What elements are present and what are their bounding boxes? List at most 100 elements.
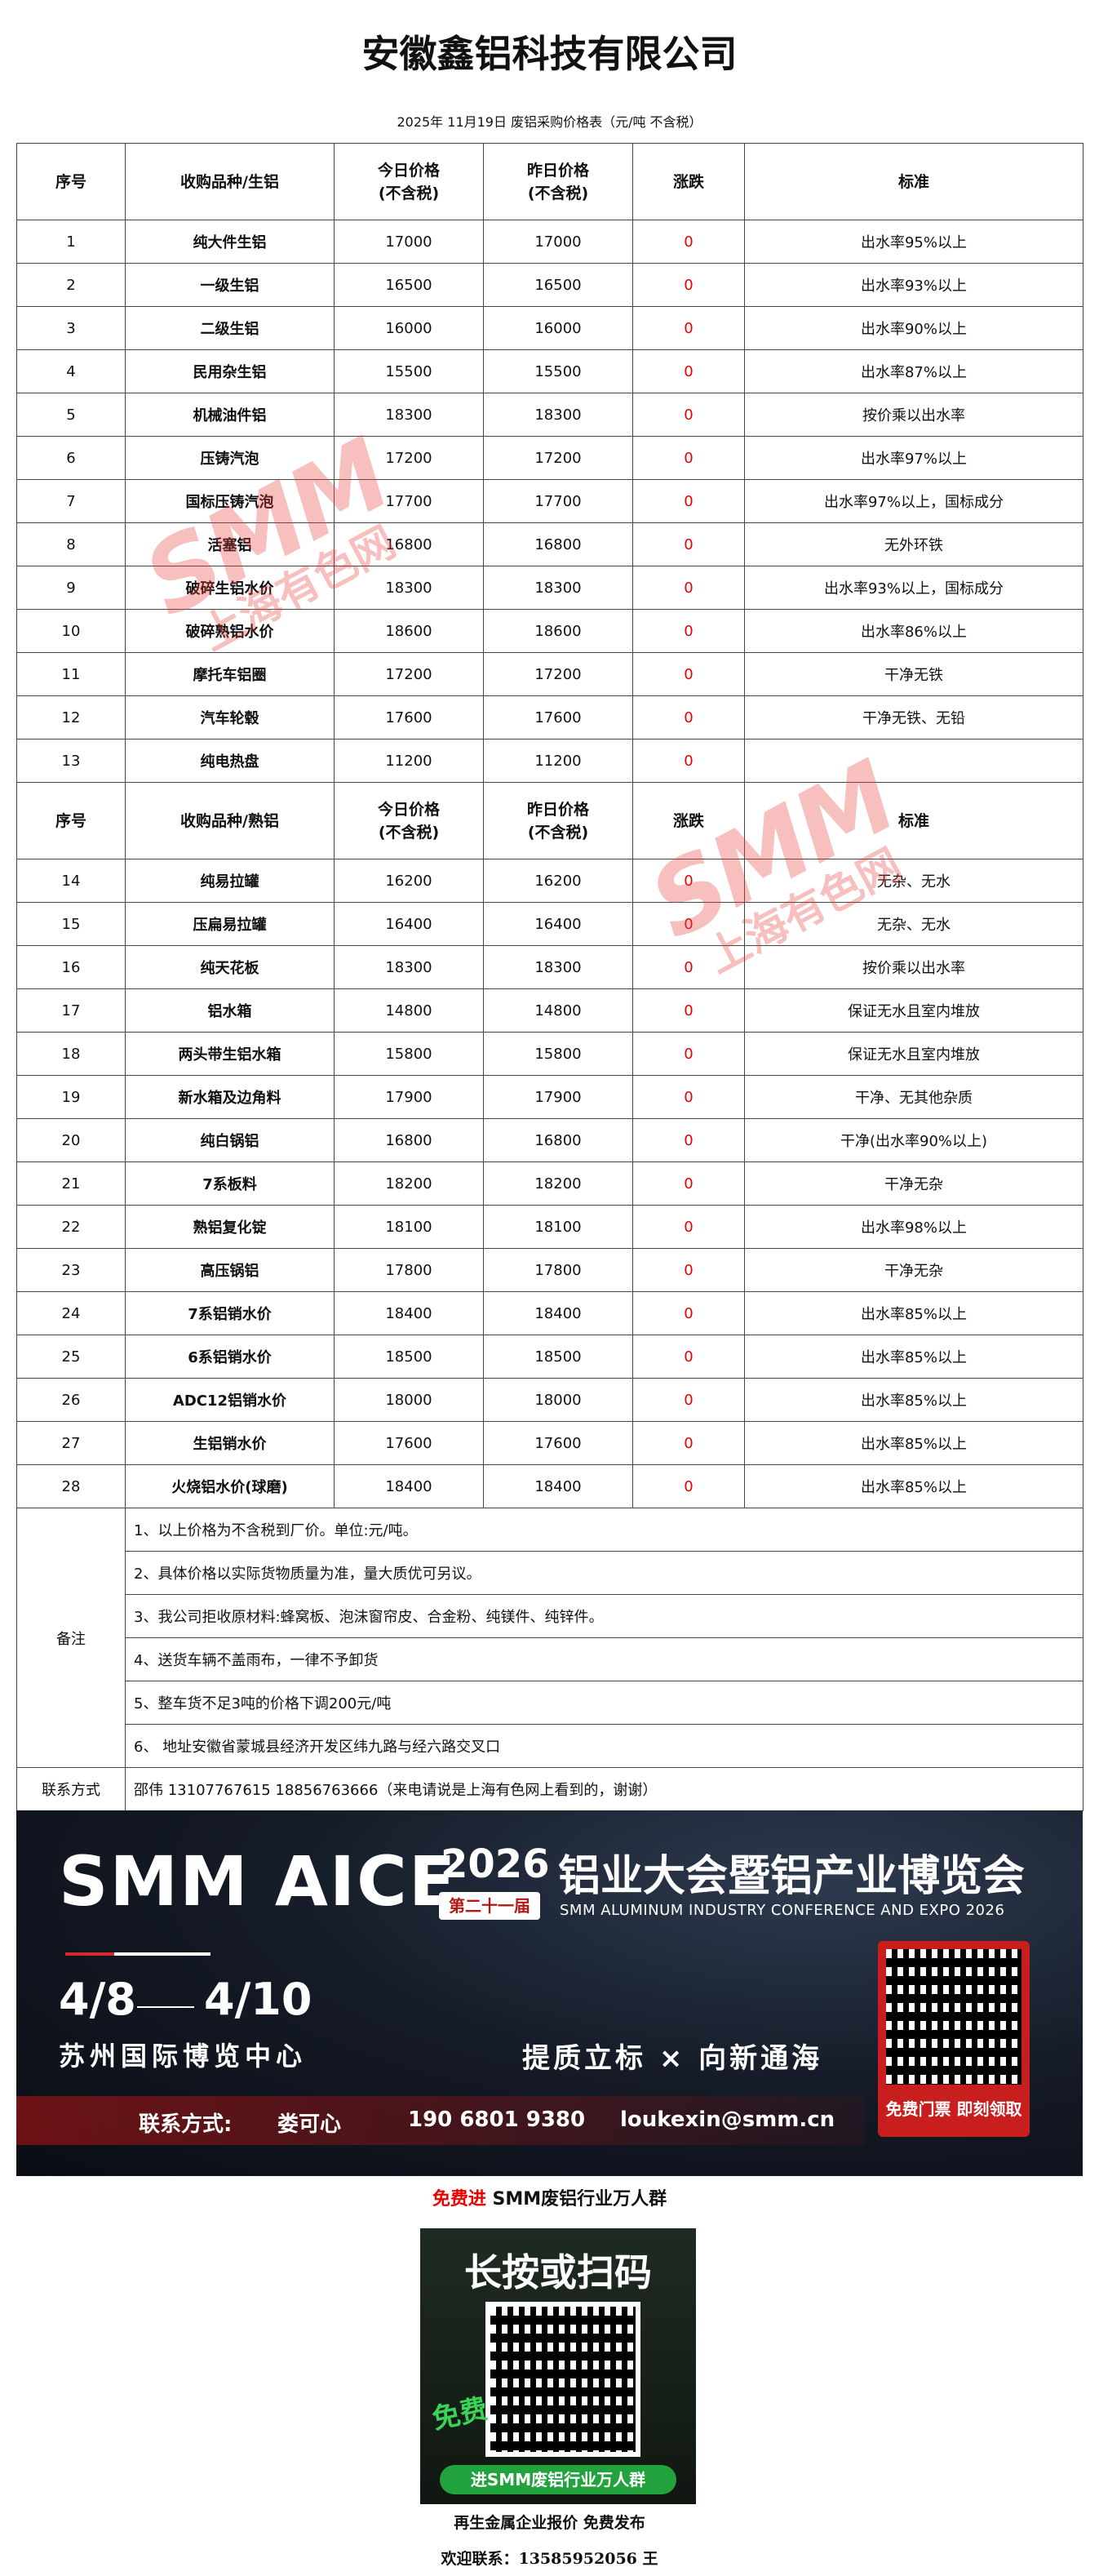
change-cell: 0 <box>632 1032 745 1076</box>
standard-cell <box>744 739 1083 783</box>
yesterday-cell: 16000 <box>483 306 633 350</box>
data-row: 7 国标压铸汽泡 17700 17700 0 出水率97%以上，国标成分 <box>16 479 1083 523</box>
group-poster[interactable]: 长按或扫码 免费 进SMM废铝行业万人群 <box>420 2228 696 2504</box>
no-cell: 26 <box>16 1378 126 1422</box>
note-cell: 6、 地址安徽省蒙城县经济开发区纬九路与经六路交叉口 <box>125 1724 1083 1768</box>
data-row: 6 压铸汽泡 17200 17200 0 出水率97%以上 <box>16 436 1083 480</box>
no-cell: 14 <box>16 859 126 903</box>
invite-red: 免费进 <box>432 2189 486 2210</box>
no-cell: 12 <box>16 695 126 739</box>
banner-phone: 190 6801 9380 <box>408 2107 586 2132</box>
data-row: 8 活塞铝 16800 16800 0 无外环铁 <box>16 522 1083 566</box>
no-cell: 13 <box>16 739 126 783</box>
today-cell: 17700 <box>334 479 484 523</box>
standard-cell: 出水率86%以上 <box>744 609 1083 653</box>
standard-cell: 出水率85%以上 <box>744 1335 1083 1379</box>
no-cell: 22 <box>16 1205 126 1249</box>
no-cell: 4 <box>16 349 126 393</box>
data-row: 26 ADC12铝销水价 18000 18000 0 出水率85%以上 <box>16 1378 1083 1422</box>
today-cell: 18300 <box>334 566 484 610</box>
note-row: 2、具体价格以实际货物质量为准，量大质优可另议。 <box>17 1551 1083 1595</box>
change-cell: 0 <box>632 1378 745 1422</box>
price-table: 序号 收购品种/生铝 今日价格 (不含税) 昨日价格 (不含税) 涨跌 标准 1 纯大件生铝 170… <box>16 143 1083 1811</box>
banner-date-start: 4/8 <box>59 1974 136 2025</box>
change-cell: 0 <box>632 695 745 739</box>
header-text: 昨日价格 <box>526 800 589 819</box>
poster-headline: 长按或扫码 <box>464 2250 652 2294</box>
today-cell: 16800 <box>334 522 484 566</box>
change-cell: 0 <box>632 609 745 653</box>
change-cell: 0 <box>632 1161 745 1206</box>
change-cell: 0 <box>632 1205 745 1249</box>
poster-qr[interactable] <box>485 2302 640 2457</box>
header-cell: 涨跌 <box>632 782 745 859</box>
header-cell: 涨跌 <box>632 143 745 220</box>
standard-cell: 出水率85%以上 <box>744 1464 1083 1508</box>
banner-email: loukexin@smm.cn <box>620 2107 835 2132</box>
name-cell: 机械油件铝 <box>125 393 335 437</box>
contact-row: 联系方式 邵伟 13107767615 18856763666（来电请说是上海有色… <box>16 1767 1083 1811</box>
change-cell: 0 <box>632 1464 745 1508</box>
standard-cell: 出水率93%以上 <box>744 263 1083 307</box>
header-text: (不含税) <box>527 184 589 202</box>
today-cell: 11200 <box>334 739 484 783</box>
standard-cell: 按价乘以出水率 <box>744 393 1083 437</box>
data-row: 13 纯电热盘 11200 11200 0 <box>16 739 1083 783</box>
today-cell: 16500 <box>334 263 484 307</box>
standard-cell: 出水率90%以上 <box>744 306 1083 350</box>
standard-cell: 出水率95%以上 <box>744 220 1083 264</box>
qr-code[interactable] <box>886 1949 1021 2085</box>
header-text: (不含税) <box>378 823 440 842</box>
banner-ticket[interactable]: 免费门票 即刻领取 <box>885 2099 1022 2119</box>
standard-cell: 出水率85%以上 <box>744 1378 1083 1422</box>
today-cell: 17600 <box>334 1421 484 1465</box>
today-cell: 17800 <box>334 1248 484 1292</box>
today-cell: 16200 <box>334 859 484 903</box>
poster-button[interactable]: 进SMM废铝行业万人群 <box>440 2465 676 2494</box>
change-cell: 0 <box>632 652 745 696</box>
note-row: 备注 1、以上价格为不含税到厂价。单位:元/吨。 <box>16 1508 1083 1768</box>
change-cell: 0 <box>632 1291 745 1335</box>
name-cell: 新水箱及边角料 <box>125 1075 335 1119</box>
change-cell: 0 <box>632 739 745 783</box>
no-cell: 19 <box>16 1075 126 1119</box>
yesterday-cell: 18500 <box>483 1335 633 1379</box>
no-cell: 24 <box>16 1291 126 1335</box>
data-row: 18 两头带生铝水箱 15800 15800 0 保证无水且室内堆放 <box>16 1032 1083 1076</box>
accent-line <box>114 1952 210 1956</box>
yesterday-cell: 16200 <box>483 859 633 903</box>
header-cell: 今日价格 (不含税) <box>334 782 484 859</box>
today-cell: 18500 <box>334 1335 484 1379</box>
notes-label: 备注 <box>16 1508 126 1768</box>
today-cell: 15500 <box>334 349 484 393</box>
banner-english: SMM ALUMINUM INDUSTRY CONFERENCE AND EXP… <box>560 1902 1005 1919</box>
change-cell: 0 <box>632 1335 745 1379</box>
yesterday-cell: 17600 <box>483 695 633 739</box>
note-cell: 2、具体价格以实际货物质量为准，量大质优可另议。 <box>125 1551 1083 1595</box>
no-cell: 28 <box>16 1464 126 1508</box>
data-row: 4 民用杂生铝 15500 15500 0 出水率87%以上 <box>16 349 1083 393</box>
note-cell: 4、送货车辆不盖雨布，一律不予卸货 <box>125 1637 1083 1681</box>
group-invite: 免费进 SMM废铝行业万人群 <box>0 2184 1099 2210</box>
no-cell: 2 <box>16 263 126 307</box>
data-row: 10 破碎熟铝水价 18600 18600 0 出水率86%以上 <box>16 609 1083 653</box>
note-cell: 1、以上价格为不含税到厂价。单位:元/吨。 <box>125 1508 1083 1552</box>
no-cell: 10 <box>16 609 126 653</box>
name-cell: 纯电热盘 <box>125 739 335 783</box>
change-cell: 0 <box>632 1075 745 1119</box>
footer-line: 再生金属企业报价 免费发布 <box>454 2514 645 2532</box>
standard-cell: 保证无水且室内堆放 <box>744 988 1083 1033</box>
expo-banner[interactable]: SMM AICE 2026 第二十一届 铝业大会暨铝产业博览会 SMM ALUM… <box>16 1810 1083 2176</box>
standard-cell: 干净无铁 <box>744 652 1083 696</box>
name-cell: 破碎熟铝水价 <box>125 609 335 653</box>
name-cell: 民用杂生铝 <box>125 349 335 393</box>
header-cell: 序号 <box>16 143 126 220</box>
name-cell: ADC12铝销水价 <box>125 1378 335 1422</box>
name-cell: 6系铝销水价 <box>125 1335 335 1379</box>
name-cell: 压扁易拉罐 <box>125 902 335 946</box>
today-cell: 18600 <box>334 609 484 653</box>
standard-cell: 干净、无其他杂质 <box>744 1075 1083 1119</box>
standard-cell: 无杂、无水 <box>744 902 1083 946</box>
no-cell: 15 <box>16 902 126 946</box>
banner-title: 铝业大会暨铝产业博览会 <box>558 1852 1026 1901</box>
